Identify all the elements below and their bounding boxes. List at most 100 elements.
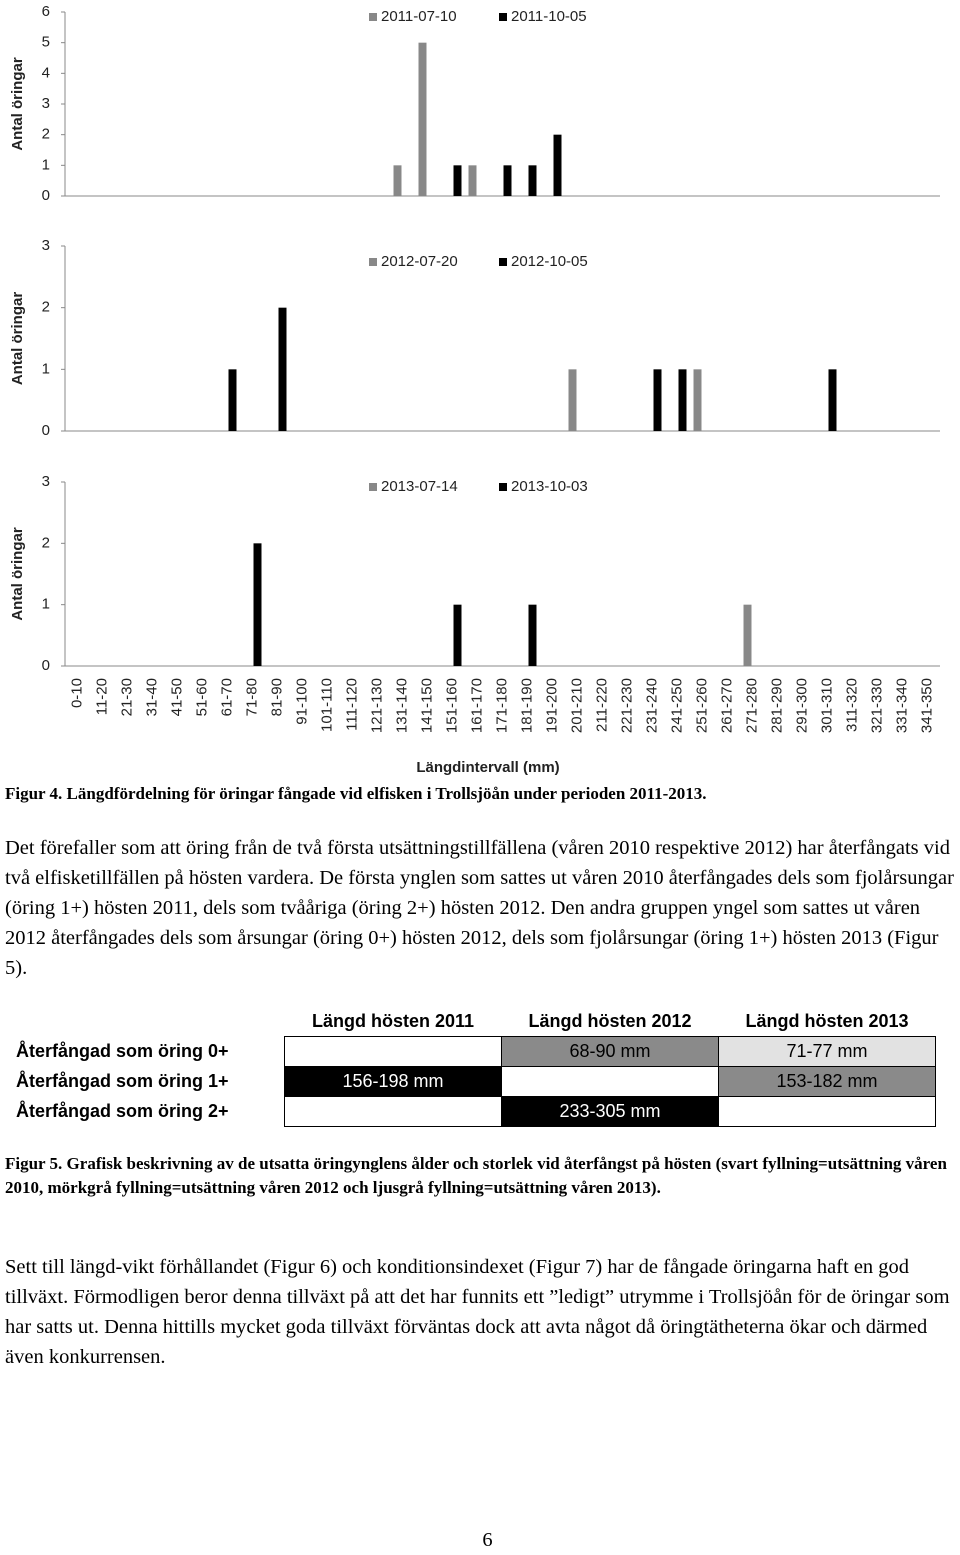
- row-label: Återfångad som öring 2+: [16, 1101, 229, 1121]
- table-row: Återfångad som öring 1+ 156-198 mm 153-1…: [8, 1066, 936, 1097]
- x-tick-label: 301-310: [818, 678, 835, 733]
- bar: [253, 543, 262, 666]
- cell: [718, 1096, 936, 1127]
- x-tick-label: 231-240: [643, 678, 660, 733]
- x-tick-label: 331-340: [893, 678, 910, 733]
- x-tick-label: 241-250: [668, 678, 685, 733]
- bar: [228, 369, 237, 431]
- legend-swatch: [369, 483, 377, 491]
- bar: [743, 604, 752, 666]
- x-tick-label: 51-60: [193, 678, 210, 716]
- x-tick-label: 171-180: [493, 678, 510, 733]
- legend-label: 2011-10-05: [511, 8, 587, 25]
- x-tick-label: 131-140: [393, 678, 410, 733]
- cell: 156-198 mm: [284, 1066, 502, 1097]
- figure-caption: Figur 5. Grafisk beskrivning av de utsat…: [5, 1154, 947, 1197]
- x-tick-label: 261-270: [718, 678, 735, 733]
- bar: [278, 307, 287, 431]
- x-tick-label: 191-200: [543, 678, 560, 733]
- x-tick-label: 211-220: [593, 678, 610, 732]
- cell: 153-182 mm: [718, 1066, 936, 1097]
- x-tick-label: 311-320: [843, 678, 860, 732]
- row-label: Återfångad som öring 0+: [16, 1041, 229, 1061]
- x-tick-label: 101-110: [318, 678, 335, 732]
- table: Längd hösten 2011 Längd hösten 2012 Läng…: [8, 1006, 936, 1127]
- figure-caption: Figur 4. Längdfördelning för öringar fån…: [5, 784, 707, 803]
- x-tick-label: 341-350: [918, 678, 935, 733]
- x-tick-label: 141-150: [418, 678, 435, 733]
- bar: [553, 134, 562, 196]
- y-tick-label: 2: [42, 534, 50, 551]
- page-number: 6: [482, 1529, 493, 1551]
- y-tick-label: 3: [42, 473, 50, 490]
- bar: [453, 604, 462, 666]
- bar: [693, 369, 702, 431]
- x-tick-label: 291-300: [793, 678, 810, 733]
- corner: [8, 1006, 285, 1037]
- legend-swatch: [499, 483, 507, 491]
- bar: [678, 369, 687, 431]
- legend-label: 2012-07-20: [381, 253, 458, 270]
- cell: 68-90 mm: [501, 1036, 719, 1067]
- y-tick-label: 0: [42, 657, 50, 674]
- y-tick-label: 0: [42, 187, 50, 204]
- legend-label: 2012-10-05: [511, 253, 588, 270]
- legend-label: 2013-07-14: [381, 478, 458, 495]
- y-tick-label: 2: [42, 126, 50, 143]
- y-tick-label: 4: [42, 64, 50, 81]
- legend-swatch: [499, 13, 507, 21]
- x-tick-label: 81-90: [268, 678, 285, 716]
- y-tick-label: 2: [42, 299, 50, 316]
- y-tick-label: 6: [42, 3, 50, 20]
- bar: [528, 604, 537, 666]
- paragraph: Det förefaller som att öring från de två…: [5, 837, 954, 979]
- y-tick-label: 3: [42, 237, 50, 254]
- x-tick-label: 281-290: [768, 678, 785, 733]
- y-axis-label: Antal öringar: [9, 292, 26, 386]
- column-header: Längd hösten 2013: [745, 1010, 909, 1031]
- y-tick-label: 1: [42, 360, 50, 377]
- column-header: Längd hösten 2011: [311, 1010, 475, 1031]
- y-tick-label: 3: [42, 95, 50, 112]
- table-row: Återfångad som öring 2+ 233-305 mm: [8, 1096, 936, 1127]
- x-tick-label: 61-70: [218, 678, 235, 716]
- x-tick-label: 181-190: [518, 678, 535, 733]
- paragraph: Sett till längd-vikt förhållandet (Figur…: [5, 1256, 950, 1368]
- y-tick-label: 1: [42, 596, 50, 613]
- bar: [453, 165, 462, 196]
- cell: [501, 1066, 719, 1097]
- x-tick-label: 71-80: [243, 678, 260, 716]
- row-label: Återfångad som öring 1+: [16, 1071, 229, 1091]
- cell: [284, 1096, 502, 1127]
- x-tick-label: 221-230: [618, 678, 635, 733]
- cell: 71-77 mm: [718, 1036, 936, 1067]
- x-tick-label: 91-100: [293, 678, 310, 725]
- x-tick-label: 111-120: [343, 678, 360, 731]
- y-tick-label: 5: [42, 34, 50, 51]
- x-tick-label: 161-170: [468, 678, 485, 733]
- legend-label: 2013-10-03: [511, 478, 588, 495]
- x-tick-label: 201-210: [568, 678, 585, 733]
- x-tick-label: 321-330: [868, 678, 885, 733]
- x-tick-label: 41-50: [168, 678, 185, 716]
- column-header: Längd hösten 2012: [528, 1010, 692, 1031]
- legend-swatch: [369, 258, 377, 266]
- x-axis-label: Längdintervall (mm): [416, 759, 559, 776]
- table-header: Längd hösten 2011 Längd hösten 2012 Läng…: [8, 1006, 936, 1037]
- bar: [468, 165, 477, 196]
- cell: 233-305 mm: [501, 1096, 719, 1127]
- bar: [528, 165, 537, 196]
- charts: 0 1 2 3 4 5 6 Antal öringar 2011-07-10 2011-10-05…: [9, 3, 940, 776]
- table-row: Återfångad som öring 0+ 68-90 mm 71-77 m…: [8, 1036, 936, 1067]
- y-tick-label: 1: [42, 156, 50, 173]
- x-tick-label: 31-40: [143, 678, 160, 716]
- x-tick-label: 21-30: [118, 678, 135, 716]
- legend-swatch: [369, 13, 377, 21]
- y-axis-label: Antal öringar: [9, 527, 26, 621]
- bar: [503, 165, 512, 196]
- x-tick-label: 11-20: [93, 678, 110, 715]
- x-tick-label: 251-260: [693, 678, 710, 733]
- bar: [568, 369, 577, 431]
- bar: [418, 42, 427, 196]
